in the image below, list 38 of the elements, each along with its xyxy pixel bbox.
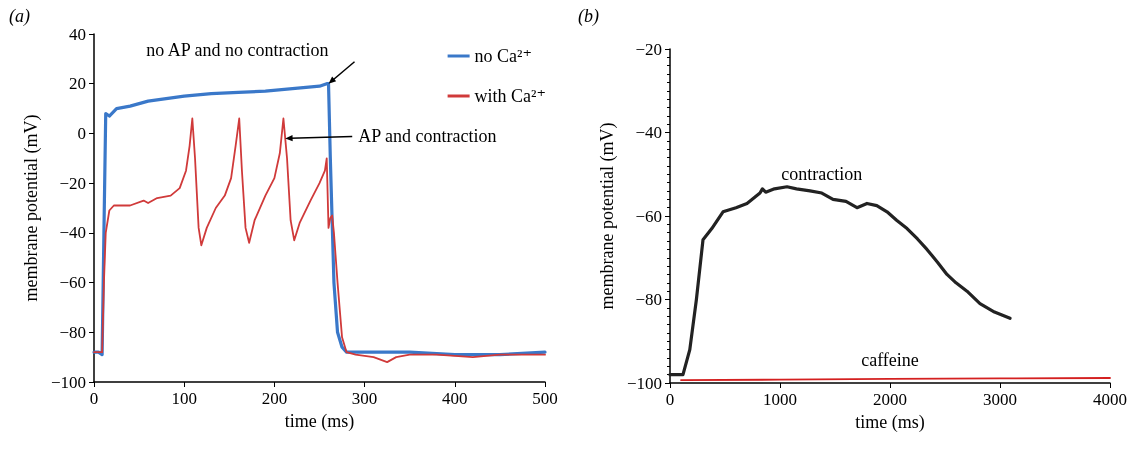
y-axis-title: membrane potential (mV)	[21, 114, 43, 302]
y-tick-label: −100	[626, 373, 662, 393]
x-tick-label: 0	[665, 390, 675, 409]
y-tick-label: −80	[59, 322, 86, 342]
x-tick-label: 400	[442, 389, 468, 408]
x-tick-label: 0	[89, 389, 99, 408]
legend-label: no Ca²⁺	[474, 46, 533, 66]
line-series	[668, 185, 1012, 377]
chart-title: (b)	[578, 6, 599, 27]
x-tick-label: 2000	[873, 390, 907, 409]
x-axis-title: time (ms)	[284, 411, 355, 432]
y-tick-label: −20	[59, 173, 86, 193]
y-tick-label: −60	[59, 273, 86, 293]
annotation: no AP and no contraction	[146, 39, 329, 60]
line-series	[93, 117, 546, 364]
x-axis-title: time (ms)	[855, 412, 925, 433]
y-tick-label: −80	[635, 290, 662, 309]
x-tick-label: 100	[171, 389, 197, 408]
x-tick-label: 500	[532, 389, 558, 408]
y-axis-title: membrane potential (mV)	[597, 122, 619, 310]
chart-title: (a)	[9, 6, 30, 27]
annotation: AP and contraction	[358, 126, 497, 147]
x-tick-label: 300	[351, 389, 378, 408]
y-tick-label: −40	[59, 223, 86, 243]
x-tick-label: 1000	[763, 390, 797, 409]
y-tick-label: 0	[77, 123, 86, 143]
y-tick-label: −40	[635, 123, 662, 142]
y-tick-label: 20	[69, 74, 86, 94]
y-tick-label: −20	[635, 39, 662, 59]
series-label: caffeine	[861, 349, 919, 370]
legend-label: with Ca²⁺	[474, 86, 547, 106]
y-tick-label: 40	[69, 24, 86, 44]
series-label: contraction	[781, 164, 863, 185]
y-tick-label: −60	[635, 206, 662, 226]
y-tick-label: −100	[50, 372, 86, 392]
x-tick-label: 200	[261, 389, 288, 408]
x-tick-label: 3000	[983, 390, 1017, 409]
x-tick-label: 4000	[1093, 390, 1127, 409]
